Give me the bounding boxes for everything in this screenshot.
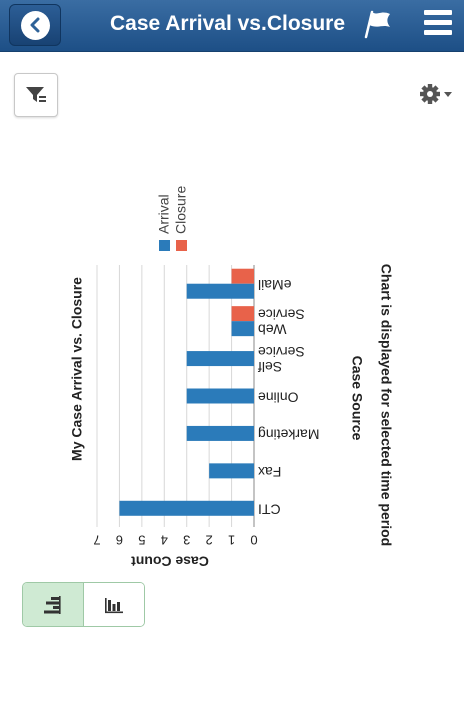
- category-axis-title: Case Source: [349, 356, 365, 441]
- chart-footnote: Chart is displayed for selected time per…: [378, 264, 394, 546]
- arrival-bar: [119, 500, 254, 516]
- app-header: Case Arrival vs.Closure: [0, 0, 464, 52]
- gear-icon: [420, 84, 452, 104]
- tick-label: 6: [116, 533, 123, 548]
- hamburger-menu-icon[interactable]: [424, 10, 452, 36]
- category-label: Service: [258, 306, 305, 322]
- vertical-bar-chart-icon: [104, 597, 123, 613]
- arrival-bar: [186, 388, 254, 404]
- tick-label: 0: [250, 533, 257, 548]
- back-arrow-icon: [20, 10, 50, 40]
- category-label: Online: [258, 389, 299, 405]
- arrival-bar: [231, 321, 254, 337]
- chart-view-toggle: [22, 582, 145, 627]
- tick-label: 3: [183, 533, 190, 548]
- category-label: CTI: [258, 502, 281, 518]
- arrival-bar: [186, 425, 254, 441]
- chart-title: My Case Arrival vs. Closure: [69, 277, 85, 461]
- tick-label: 4: [161, 533, 168, 548]
- category-label: Service: [258, 344, 305, 360]
- page-title: Case Arrival vs.Closure: [110, 12, 346, 35]
- arrival-bar: [209, 463, 254, 479]
- horizontal-bar-view-button[interactable]: [23, 583, 84, 626]
- flag-icon[interactable]: [362, 9, 394, 39]
- tick-label: 7: [93, 533, 100, 548]
- category-label: Fax: [258, 464, 281, 480]
- filter-icon: [26, 87, 46, 102]
- horizontal-bar-chart-icon: [43, 595, 61, 614]
- value-axis-title: Case Count: [131, 553, 209, 569]
- closure-bar: [231, 268, 254, 284]
- arrival-bar: [186, 351, 254, 367]
- back-button[interactable]: [9, 4, 61, 46]
- closure-bar: [231, 306, 254, 322]
- tick-label: 2: [206, 533, 213, 548]
- category-label: eMail: [258, 277, 291, 293]
- legend-swatch-closure: [176, 240, 187, 251]
- arrival-bar: [186, 283, 254, 299]
- vertical-bar-view-button[interactable]: [83, 583, 144, 626]
- category-label: Marketing: [258, 427, 319, 443]
- category-label: Self: [258, 359, 282, 375]
- legend-label-arrival: Arrival: [156, 194, 172, 234]
- tick-label: 1: [228, 533, 235, 548]
- filter-button[interactable]: [14, 73, 58, 117]
- tick-label: 5: [138, 533, 145, 548]
- legend-swatch-arrival: [159, 240, 170, 251]
- category-label: Web: [258, 321, 287, 337]
- settings-button[interactable]: [418, 82, 456, 106]
- legend-label-closure: Closure: [173, 186, 189, 234]
